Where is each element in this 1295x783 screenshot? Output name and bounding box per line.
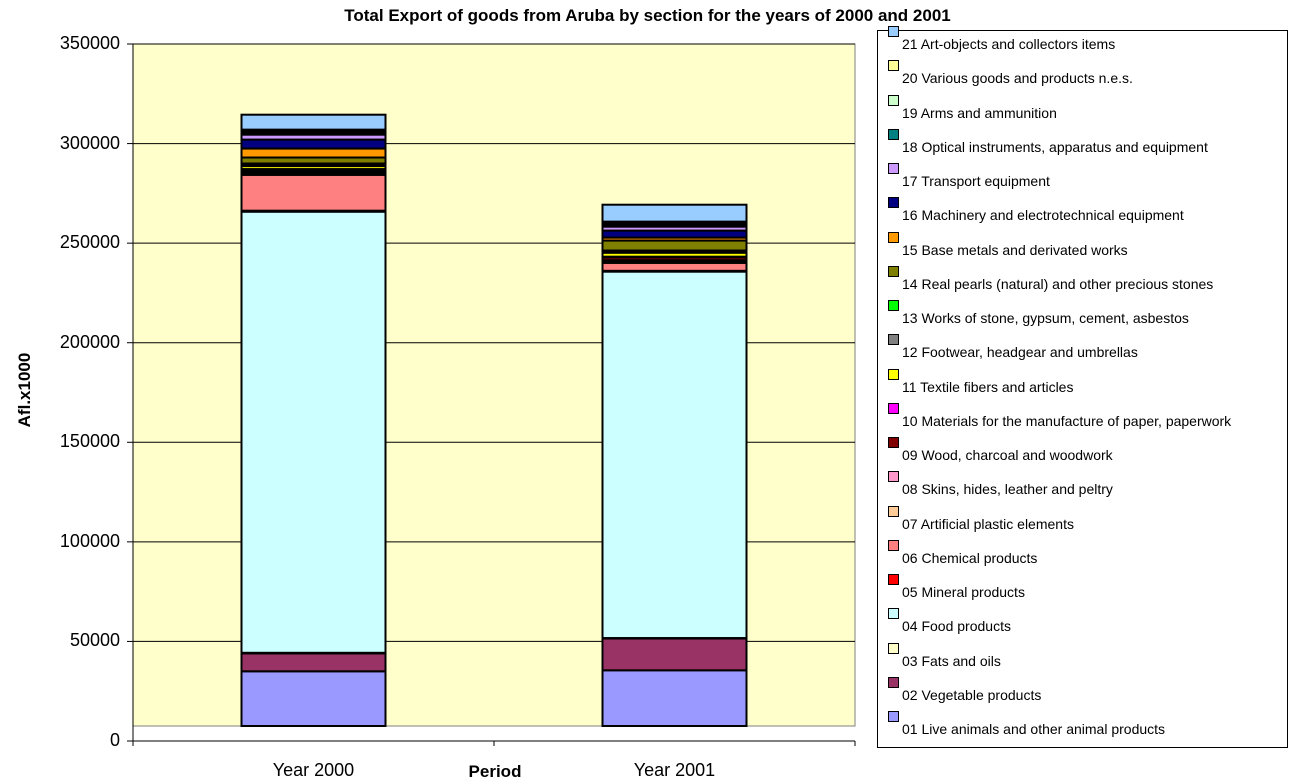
legend-item: 02 Vegetable products <box>888 676 1286 711</box>
legend-swatch <box>888 437 899 448</box>
bar-segment-02-year-2000 <box>240 652 387 673</box>
y-tick-label: 100000 <box>59 530 120 551</box>
legend-item: 14 Real pearls (natural) and other preci… <box>888 265 1286 300</box>
legend-item: 19 Arms and ammunition <box>888 94 1286 129</box>
y-tick-label: 50000 <box>69 630 120 651</box>
y-tick-label: 250000 <box>59 232 120 253</box>
legend-item: 11 Textile fibers and articles <box>888 368 1286 403</box>
legend-swatch <box>888 574 899 585</box>
legend-swatch <box>888 163 899 174</box>
legend-item: 18 Optical instruments, apparatus and eq… <box>888 128 1286 163</box>
legend-swatch <box>888 128 899 140</box>
legend-label: 06 Chemical products <box>902 549 1038 566</box>
legend-item: 20 Various goods and products n.e.s. <box>888 60 1286 94</box>
legend-label: 04 Food products <box>902 618 1011 635</box>
legend-item: 05 Mineral products <box>888 574 1286 608</box>
legend-label: 13 Works of stone, gypsum, cement, asbes… <box>902 310 1189 326</box>
legend-swatch <box>888 334 899 346</box>
bar-segment-16-year-2001 <box>601 229 748 239</box>
x-axis-label: Period <box>468 762 522 781</box>
bar-segment-04-year-2000 <box>240 210 387 654</box>
legend-item: 17 Transport equipment <box>888 163 1286 197</box>
legend-label: 05 Mineral products <box>902 584 1025 600</box>
bar-stacks <box>240 113 748 727</box>
legend-label: 09 Wood, charcoal and woodwork <box>902 447 1113 463</box>
y-tick-label: 300000 <box>59 132 120 153</box>
legend-item: 01 Live animals and other animal product… <box>888 711 1286 745</box>
legend-item: 04 Food products <box>888 608 1286 642</box>
legend-label: 15 Base metals and derivated works <box>902 241 1128 258</box>
legend-swatch <box>888 402 899 414</box>
chart-title: Total Export of goods from Aruba by sect… <box>344 6 951 25</box>
legend-item: 09 Wood, charcoal and woodwork <box>888 437 1286 471</box>
legend-swatch <box>888 608 899 620</box>
legend-swatch <box>888 26 899 37</box>
legend-swatch <box>888 265 899 277</box>
bar-segment-04-year-2001 <box>601 270 748 640</box>
bar-segment-06-year-2000 <box>240 173 387 212</box>
legend-swatch <box>888 676 899 688</box>
legend-swatch <box>888 60 899 72</box>
legend-label: 19 Arms and ammunition <box>902 104 1057 121</box>
bar-segment-21-year-2001 <box>601 203 748 223</box>
bar-segment-02-year-2001 <box>601 637 748 672</box>
y-tick-label: 0 <box>109 730 120 750</box>
legend-label: 01 Live animals and other animal product… <box>902 721 1166 737</box>
axes <box>127 43 856 746</box>
bar-segment-21-year-2000 <box>240 113 387 131</box>
legend-label: 12 Footwear, headgear and umbrellas <box>902 344 1138 361</box>
y-tick-label: 150000 <box>59 431 120 452</box>
x-tick-label: Year 2000 <box>272 760 355 780</box>
legend-label: 10 Materials for the manufacture of pape… <box>902 412 1232 429</box>
legend-item: 10 Materials for the manufacture of pape… <box>888 402 1286 437</box>
legend-label: 02 Vegetable products <box>902 686 1042 703</box>
legend-item: 15 Base metals and derivated works <box>888 231 1286 266</box>
legend-label: 17 Transport equipment <box>902 173 1050 189</box>
legend-label: 21 Art-objects and collectors items <box>902 36 1116 52</box>
legend-swatch <box>888 300 899 311</box>
bar-segment-15-year-2000 <box>240 147 387 159</box>
legend-item: 06 Chemical products <box>888 539 1286 574</box>
legend-label: 16 Machinery and electrotechnical equipm… <box>902 207 1184 224</box>
legend-item: 08 Skins, hides, leather and peltry <box>888 471 1286 505</box>
legend-swatch <box>888 471 899 483</box>
legend-swatch <box>888 197 899 209</box>
legend-item: 16 Machinery and electrotechnical equipm… <box>888 197 1286 231</box>
legend-label: 11 Textile fibers and articles <box>902 378 1074 395</box>
y-tick-label: 350000 <box>59 33 120 53</box>
legend-swatch <box>888 505 899 517</box>
legend-item: 12 Footwear, headgear and umbrellas <box>888 334 1286 368</box>
legend-swatch <box>888 642 899 654</box>
legend-label: 18 Optical instruments, apparatus and eq… <box>902 138 1208 155</box>
x-tick-label: Year 2001 <box>633 760 716 780</box>
legend-item: 03 Fats and oils <box>888 642 1286 677</box>
legend-swatch <box>888 94 899 106</box>
legend-item: 13 Works of stone, gypsum, cement, asbes… <box>888 300 1286 334</box>
bar-segment-16-year-2000 <box>240 138 387 150</box>
bar-segment-06-year-2001 <box>601 261 748 272</box>
legend-label: 07 Artificial plastic elements <box>902 515 1074 532</box>
bar-segment-01-year-2001 <box>601 669 748 727</box>
legend-swatch <box>888 711 899 722</box>
legend-label: 20 Various goods and products n.e.s. <box>902 70 1133 87</box>
legend-swatch <box>888 368 899 380</box>
bar-segment-01-year-2000 <box>240 670 387 727</box>
legend-item: 07 Artificial plastic elements <box>888 505 1286 540</box>
legend-swatch <box>888 539 899 551</box>
legend-label: 08 Skins, hides, leather and peltry <box>902 481 1113 498</box>
legend-label: 14 Real pearls (natural) and other preci… <box>902 275 1214 292</box>
legend-swatch <box>888 231 899 243</box>
legend-item: 21 Art-objects and collectors items <box>888 26 1286 60</box>
legend-label: 03 Fats and oils <box>902 652 1001 669</box>
y-tick-label: 200000 <box>59 331 120 352</box>
bar-segment-14-year-2001 <box>601 239 748 252</box>
legend: 21 Art-objects and collectors items 20 Va… <box>877 26 1288 748</box>
